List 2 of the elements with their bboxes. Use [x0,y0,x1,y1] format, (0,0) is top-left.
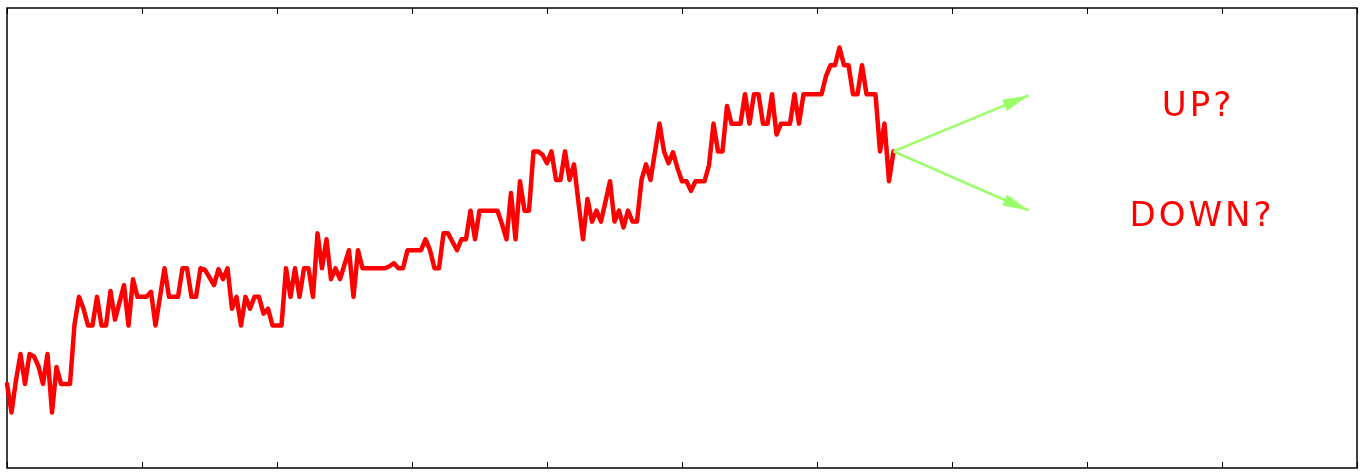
annotation: DOWN? [1129,194,1275,234]
annotation: UP? [1161,84,1235,124]
